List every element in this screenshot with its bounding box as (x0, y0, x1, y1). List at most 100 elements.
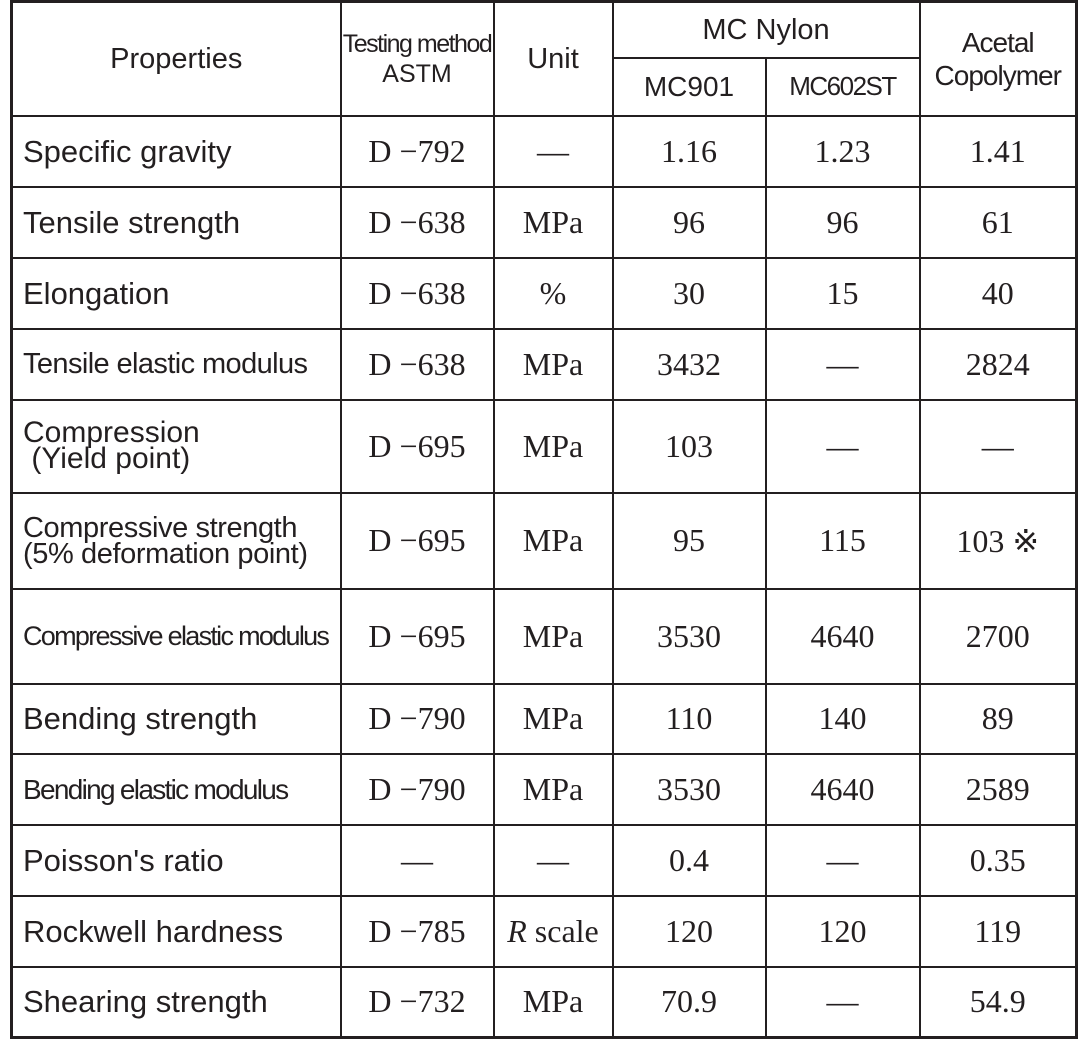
mc901-cell: 95 (611, 491, 767, 590)
table-row: Tensile elastic modulus D −638 MPa 3432 … (10, 327, 1078, 401)
header-properties: Properties (10, 0, 342, 117)
header-acetal-line1: Acetal (961, 26, 1035, 58)
mc901-cell: 70.9 (611, 965, 767, 1039)
mc901-cell: 3530 (611, 587, 767, 685)
method-cell: D −732 (339, 965, 495, 1039)
unit-cell: MPa (492, 327, 614, 401)
mc602st-cell: 4640 (764, 752, 921, 826)
acetal-cell: 54.9 (918, 965, 1078, 1039)
mc602st-cell: — (764, 398, 921, 494)
mc901-cell: 30 (611, 256, 767, 330)
property-cell: Rockwell hardness (10, 894, 342, 968)
unit-italic: R (507, 912, 527, 949)
unit-cell: MPa (492, 185, 614, 259)
acetal-cell: 0.35 (918, 823, 1078, 897)
method-cell: D −638 (339, 327, 495, 401)
property-line1: Compression (23, 416, 200, 449)
table-row: Shearing strength D −732 MPa 70.9 — 54.9 (10, 965, 1078, 1039)
mc901-cell: 3432 (611, 327, 767, 401)
table-row: Specific gravity D −792 — 1.16 1.23 1.41 (10, 114, 1078, 188)
method-cell: D −785 (339, 894, 495, 968)
unit-cell: % (492, 256, 614, 330)
header-mc901: MC901 (611, 56, 767, 117)
acetal-cell: 2589 (918, 752, 1078, 826)
unit-cell: — (492, 823, 614, 897)
table-row: Rockwell hardness D −785 R scale 120 120… (10, 894, 1078, 968)
mc602st-cell: 115 (764, 491, 921, 590)
table-row: Bending elastic modulus D −790 MPa 3530 … (10, 752, 1078, 826)
mc602st-cell: 1.23 (764, 114, 921, 188)
header-acetal-copolymer: Acetal Copolymer (918, 0, 1078, 117)
unit-cell: MPa (492, 398, 614, 494)
header-testing-method: Testing method ASTM (339, 0, 495, 117)
property-cell: Shearing strength (10, 965, 342, 1039)
mc901-cell: 120 (611, 894, 767, 968)
unit-cell: MPa (492, 587, 614, 685)
header-mc-nylon: MC Nylon (611, 0, 921, 59)
property-line2: (Yield point) (23, 442, 191, 475)
method-cell: D −638 (339, 185, 495, 259)
unit-cell: MPa (492, 491, 614, 590)
acetal-cell: 2700 (918, 587, 1078, 685)
mc602st-cell: 4640 (764, 587, 921, 685)
acetal-cell: 89 (918, 682, 1078, 755)
header-acetal-line2: Copolymer (934, 59, 1062, 91)
property-cell: Tensile strength (10, 185, 342, 259)
header-testing-method-line1: Testing method (342, 29, 493, 58)
acetal-cell: 2824 (918, 327, 1078, 401)
method-cell: D −792 (339, 114, 495, 188)
table-row: Bending strength D −790 MPa 110 140 89 (10, 682, 1078, 755)
table-row: Compressive elastic modulus D −695 MPa 3… (10, 587, 1078, 685)
acetal-cell: 40 (918, 256, 1078, 330)
property-cell: Tensile elastic modulus (10, 327, 342, 401)
method-cell: D −638 (339, 256, 495, 330)
acetal-cell: 61 (918, 185, 1078, 259)
unit-cell: MPa (492, 965, 614, 1039)
mc901-cell: 1.16 (611, 114, 767, 188)
mc901-cell: 103 (611, 398, 767, 494)
header-mc602st: MC602ST (764, 56, 921, 117)
unit-cell: MPa (492, 682, 614, 755)
mc602st-cell: 140 (764, 682, 921, 755)
table-row: Poisson's ratio — — 0.4 — 0.35 (10, 823, 1078, 897)
method-cell: D −790 (339, 682, 495, 755)
property-cell: Elongation (10, 256, 342, 330)
mc602st-cell: 15 (764, 256, 921, 330)
mc602st-cell: — (764, 965, 921, 1039)
mc602st-cell: 120 (764, 894, 921, 968)
mc901-cell: 0.4 (611, 823, 767, 897)
mc901-cell: 3530 (611, 752, 767, 826)
method-cell: — (339, 823, 495, 897)
mc602st-cell: — (764, 823, 921, 897)
header-testing-method-line2: ASTM (382, 59, 452, 88)
acetal-cell: 1.41 (918, 114, 1078, 188)
property-cell: Compressive strength (5% deformation poi… (10, 491, 342, 590)
unit-cell: R scale (492, 894, 614, 968)
table-row: Elongation D −638 % 30 15 40 (10, 256, 1078, 330)
property-cell: Bending strength (10, 682, 342, 755)
property-line1: Compressive strength (23, 511, 298, 544)
property-cell: Bending elastic modulus (10, 752, 342, 826)
properties-table: Properties Testing method ASTM Unit MC N… (10, 0, 1078, 1039)
unit-cell: — (492, 114, 614, 188)
property-line2: (5% deformation point) (23, 537, 308, 570)
acetal-cell: 119 (918, 894, 1078, 968)
property-cell: Compression (Yield point) (10, 398, 342, 494)
table-row: Compressive strength (5% deformation poi… (10, 491, 1078, 590)
table-row: Compression (Yield point) D −695 MPa 103… (10, 398, 1078, 494)
mc602st-cell: 96 (764, 185, 921, 259)
unit-rest: scale (526, 912, 599, 949)
table-row: Tensile strength D −638 MPa 96 96 61 (10, 185, 1078, 259)
acetal-cell: — (918, 398, 1078, 494)
method-cell: D −695 (339, 398, 495, 494)
method-cell: D −695 (339, 491, 495, 590)
property-cell: Specific gravity (10, 114, 342, 188)
mc901-cell: 110 (611, 682, 767, 755)
mc602st-cell: — (764, 327, 921, 401)
header-unit: Unit (492, 0, 614, 117)
unit-cell: MPa (492, 752, 614, 826)
method-cell: D −695 (339, 587, 495, 685)
property-cell: Poisson's ratio (10, 823, 342, 897)
mc901-cell: 96 (611, 185, 767, 259)
acetal-cell: 103 ※ (918, 491, 1078, 590)
